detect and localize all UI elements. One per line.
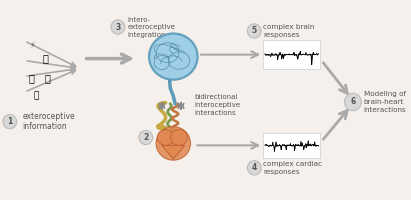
Text: 👥: 👥 [29, 73, 35, 83]
Text: intero-
exteroceptive
integration: intero- exteroceptive integration [127, 17, 175, 38]
Text: 2: 2 [143, 133, 148, 142]
Circle shape [111, 20, 125, 34]
Circle shape [247, 161, 261, 175]
Text: 👁: 👁 [42, 54, 48, 64]
Circle shape [247, 24, 261, 38]
Text: Modeling of
brain-heart
interactions: Modeling of brain-heart interactions [364, 91, 406, 113]
Text: 4: 4 [252, 163, 257, 172]
Text: 🌍: 🌍 [33, 92, 39, 101]
Text: 1: 1 [7, 117, 12, 126]
Text: bidirectional
interoceptive
interactions: bidirectional interoceptive interactions [194, 94, 240, 116]
Text: complex brain
responses: complex brain responses [263, 24, 314, 38]
Text: 3: 3 [115, 23, 120, 32]
Circle shape [3, 115, 17, 129]
Text: 👂: 👂 [44, 73, 50, 83]
Circle shape [139, 130, 152, 145]
Ellipse shape [148, 33, 198, 80]
Text: 🧠: 🧠 [165, 43, 182, 71]
Ellipse shape [171, 130, 187, 145]
Polygon shape [162, 145, 185, 159]
Ellipse shape [157, 130, 174, 145]
FancyBboxPatch shape [263, 133, 321, 158]
Text: exteroceptive
information: exteroceptive information [23, 112, 75, 131]
FancyBboxPatch shape [263, 40, 321, 69]
Ellipse shape [150, 34, 197, 79]
Text: complex cardiac
responses: complex cardiac responses [263, 161, 322, 175]
Circle shape [344, 93, 361, 111]
Text: ⚡: ⚡ [29, 40, 35, 49]
Text: 5: 5 [252, 26, 257, 35]
Ellipse shape [156, 127, 190, 160]
Text: 6: 6 [350, 97, 356, 106]
